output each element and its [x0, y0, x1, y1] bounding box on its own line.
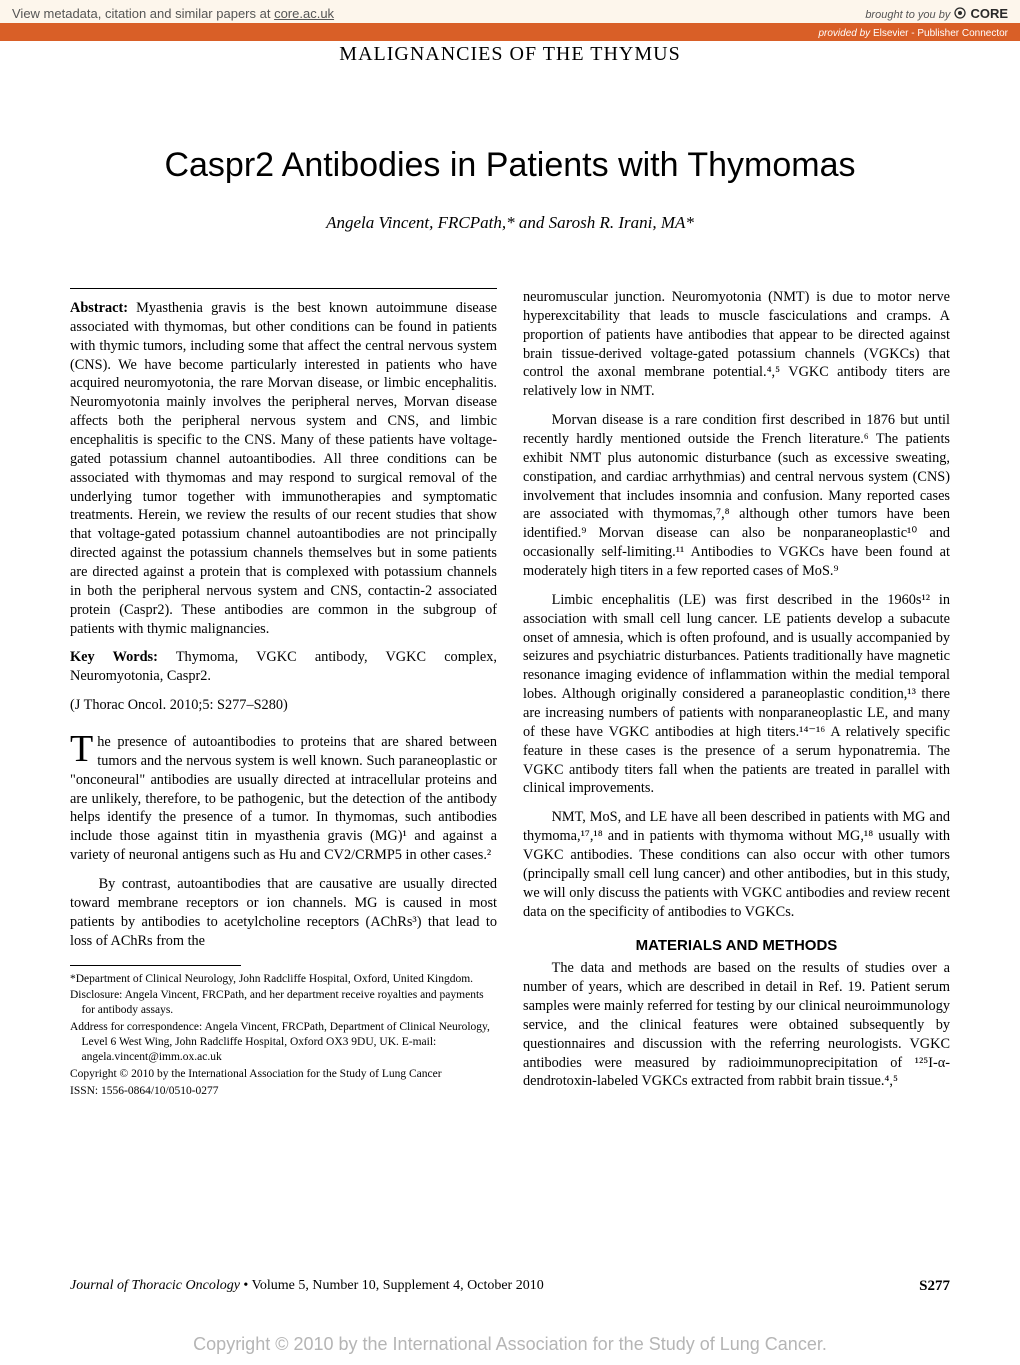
footnote-correspondence: Address for correspondence: Angela Vince… [70, 1020, 497, 1065]
article-title: Caspr2 Antibodies in Patients with Thymo… [70, 146, 950, 185]
footnote-affiliation: *Department of Clinical Neurology, John … [70, 972, 497, 987]
journal-footer: Journal of Thoracic Oncology • Volume 5,… [70, 1278, 950, 1295]
footer-journal: Journal of Thoracic Oncology [70, 1278, 240, 1293]
footnote-rule [70, 965, 241, 966]
banner-left-text: View metadata, citation and similar pape… [12, 6, 274, 21]
banner-core-link[interactable]: core.ac.uk [274, 6, 334, 21]
banner-right: brought to you by CORE [865, 6, 1008, 21]
body-p3: neuromuscular junction. Neuromyotonia (N… [523, 288, 950, 401]
section-header: MALIGNANCIES OF THE THYMUS [0, 43, 1020, 66]
page-content: Caspr2 Antibodies in Patients with Thymo… [0, 66, 1020, 1121]
body-text: The presence of autoantibodies to protei… [70, 733, 497, 950]
two-column-body: Abstract: Myasthenia gravis is the best … [70, 288, 950, 1101]
dropcap: T [70, 733, 97, 765]
abstract-block: Abstract: Myasthenia gravis is the best … [70, 288, 497, 715]
provided-by: Elsevier - Publisher Connector [873, 28, 1008, 39]
banner-right-prefix: brought to you by [865, 9, 953, 21]
banner-left[interactable]: View metadata, citation and similar pape… [12, 6, 334, 21]
body-p1: The presence of autoantibodies to protei… [70, 733, 497, 865]
provided-by-bar: provided by Elsevier - Publisher Connect… [0, 26, 1020, 41]
citation: (J Thorac Oncol. 2010;5: S277–S280) [70, 696, 497, 715]
provided-prefix: provided by [818, 28, 872, 39]
core-logo-icon [953, 9, 970, 21]
abstract-text: Myasthenia gravis is the best known auto… [70, 300, 497, 637]
core-banner: View metadata, citation and similar pape… [0, 0, 1020, 26]
body-p6: NMT, MoS, and LE have all been described… [523, 808, 950, 921]
keywords-block: Key Words: Thymoma, VGKC antibody, VGKC … [70, 648, 497, 686]
body-text-col2: neuromuscular junction. Neuromyotonia (N… [523, 288, 950, 1091]
article-authors: Angela Vincent, FRCPath,* and Sarosh R. … [70, 213, 950, 233]
footnote-disclosure: Disclosure: Angela Vincent, FRCPath, and… [70, 988, 497, 1018]
body-p2: By contrast, autoantibodies that are cau… [70, 875, 497, 950]
footer-issue: • Volume 5, Number 10, Supplement 4, Oct… [240, 1278, 544, 1293]
footnote-issn: ISSN: 1556-0864/10/0510-0277 [70, 1084, 497, 1099]
methods-heading: MATERIALS AND METHODS [523, 936, 950, 956]
footer-left: Journal of Thoracic Oncology • Volume 5,… [70, 1278, 544, 1295]
footer-page-number: S277 [919, 1278, 950, 1295]
body-p1-text: he presence of autoantibodies to protein… [70, 734, 497, 863]
keywords-label: Key Words: [70, 649, 158, 665]
body-p5: Limbic encephalitis (LE) was first descr… [523, 591, 950, 798]
body-p4: Morvan disease is a rare condition first… [523, 411, 950, 581]
footnote-copyright: Copyright © 2010 by the International As… [70, 1067, 497, 1082]
core-logo-text: CORE [970, 6, 1008, 21]
methods-p1: The data and methods are based on the re… [523, 959, 950, 1091]
abstract-label: Abstract: [70, 300, 128, 316]
copyright-watermark: Copyright © 2010 by the International As… [0, 1334, 1020, 1355]
footnotes: *Department of Clinical Neurology, John … [70, 972, 497, 1100]
